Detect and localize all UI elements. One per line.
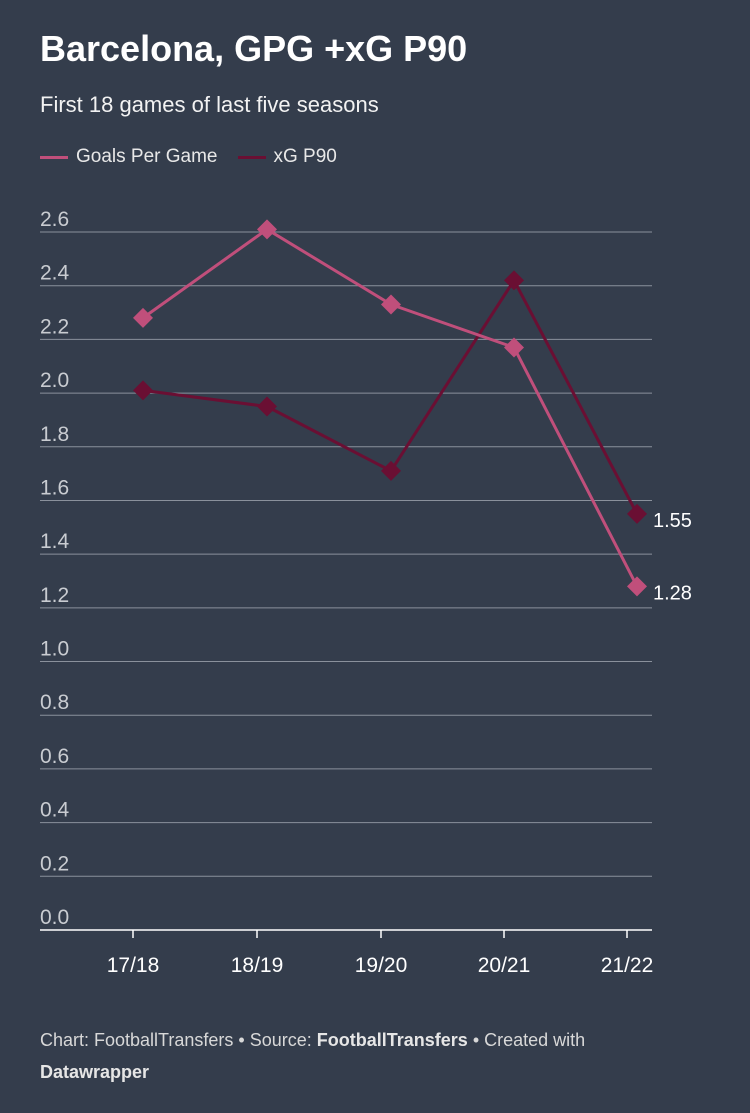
footer-tool-link[interactable]: Datawrapper [40,1062,150,1082]
data-point [257,219,277,240]
legend-label-goals-per-game: Goals Per Game [76,146,218,167]
y-tick-label: 0.0 [40,906,69,929]
y-tick-label: 1.0 [40,638,69,661]
data-point [133,307,153,328]
data-label: 1.28 [653,582,692,604]
y-tick-label: 2.6 [40,208,69,231]
y-tick-label: 1.8 [40,423,69,446]
line-chart: 0.0 0.2 0.4 0.6 0.8 1.0 1.2 1.4 1.6 1.8 2.0 2.2 2.4 2… [40,208,692,977]
data-point [133,380,153,401]
y-tick-label: 0.8 [40,691,69,714]
y-tick-label: 2.4 [40,262,70,285]
legend-label-xg-p90: xG P90 [273,146,337,167]
x-tick-label: 19/20 [355,954,408,977]
data-point [504,337,524,358]
legend-swatch-goals-per-game [40,155,68,159]
footer-source-label: • Source: [238,1030,312,1050]
y-tick-label: 0.4 [40,799,70,822]
y-tick-label: 0.6 [40,745,69,768]
y-tick-label: 2.2 [40,315,69,338]
y-tick-label: 1.4 [40,530,70,553]
x-tick-label: 20/21 [478,954,531,977]
legend-item-goals-per-game: Goals Per Game [40,146,218,168]
data-point [381,294,401,315]
data-point [627,503,647,524]
footer-chart-credit: Chart: FootballTransfers [40,1030,234,1050]
legend-item-xg-p90: xG P90 [237,146,337,168]
x-tick-label: 17/18 [107,954,160,977]
data-point [504,270,524,291]
y-tick-label: 1.6 [40,476,69,499]
footer: Chart: FootballTransfers • Source: Footb… [40,1024,700,1088]
y-tick-label: 2.0 [40,369,69,392]
series-line [142,227,639,588]
x-tick-label: 18/19 [231,954,284,977]
y-tick-label: 1.2 [40,584,69,607]
chart-title: Barcelona, GPG +xG P90 [40,28,468,69]
data-label: 1.55 [653,510,692,532]
footer-source-link[interactable]: FootballTransfers [316,1030,468,1050]
y-tick-label: 0.2 [40,852,69,875]
chart-subtitle: First 18 games of last five seasons [40,92,379,117]
data-point [381,460,401,481]
data-point [257,396,277,417]
data-point [627,576,647,597]
legend: Goals Per Game xG P90 [40,146,357,168]
x-tick-label: 21/22 [601,954,654,977]
footer-created-label: • Created with [472,1030,586,1050]
legend-swatch-xg-p90 [237,155,266,159]
